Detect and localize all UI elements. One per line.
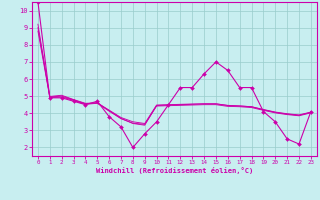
- X-axis label: Windchill (Refroidissement éolien,°C): Windchill (Refroidissement éolien,°C): [96, 167, 253, 174]
